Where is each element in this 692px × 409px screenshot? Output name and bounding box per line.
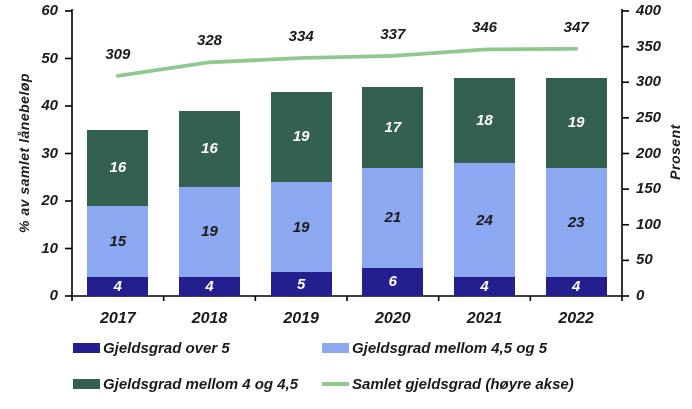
bar-segment-2019-series-1: 19 [270, 182, 332, 273]
legend-item-gjeldsgrad-over-5: Gjeldsgrad over 5 [73, 339, 230, 357]
bar-segment-value-label: 16 [109, 159, 127, 177]
bar-segment-value-label: 16 [201, 140, 218, 158]
left-axis-tick-label: 0 [49, 287, 58, 304]
bar-segment-value-label: 4 [113, 278, 122, 295]
right-axis-tick-label: 0 [636, 287, 645, 304]
bar-segment-value-label: 4 [480, 278, 489, 295]
x-axis-label-2022: 2022 [558, 310, 594, 327]
bar-segment-2017-series-2: 16 [87, 129, 149, 206]
bar-segment-2022-series-2: 19 [545, 77, 607, 168]
left-axis-tick-label: 30 [41, 144, 58, 162]
bar-segment-value-label: 15 [109, 232, 127, 250]
bar-segment-2020-series-1: 21 [362, 167, 424, 268]
bar-segment-value-label: 21 [384, 209, 402, 227]
x-axis-label-2019: 2019 [283, 310, 319, 327]
line-value-label: 328 [196, 32, 223, 50]
bar-segment-2020-series-2: 17 [362, 87, 424, 168]
legend-label: Gjeldsgrad over 5 [103, 339, 230, 357]
legend-item-gjeldsgrad-mellom-4-og-45: Gjeldsgrad mellom 4 og 4,5 [73, 375, 299, 393]
right-axis-tick-label: 150 [636, 180, 662, 198]
legend-item-gjeldsgrad-mellom-45-og-5: Gjeldsgrad mellom 4,5 og 5 [322, 339, 548, 357]
right-axis-tick-label: 400 [636, 2, 662, 19]
right-axis-tick-label: 200 [636, 144, 662, 162]
legend-swatch-light-blue [322, 343, 349, 353]
legend-label: Samlet gjeldsgrad (høyre akse) [352, 375, 574, 393]
x-axis-label-2021: 2021 [466, 310, 503, 327]
bar-segment-value-label: 24 [476, 211, 493, 229]
right-axis-tick-label: 50 [636, 251, 653, 269]
line-value-label: 347 [563, 18, 589, 36]
bar-segment-2018-series-2: 16 [179, 110, 240, 187]
bar-segment-2019-series-2: 19 [270, 91, 332, 182]
bar-segment-value-label: 19 [292, 128, 310, 146]
legend-item-samlet-gjeldsgrad: Samlet gjeldsgrad (høyre akse) [322, 375, 574, 393]
bar-segment-value-label: 19 [292, 218, 310, 236]
right-axis-tick-label: 250 [636, 108, 662, 126]
bar-segment-2018-series-0: 4 [179, 277, 240, 296]
bar-segment-value-label: 19 [567, 114, 585, 132]
bar-segment-value-label: 17 [384, 118, 402, 136]
line-value-label: 334 [288, 28, 314, 46]
bar-segment-2017-series-0: 4 [87, 277, 149, 296]
legend-label: Gjeldsgrad mellom 4 og 4,5 [103, 375, 299, 393]
left-axis-tick-label: 50 [41, 49, 58, 67]
bar-segment-2018-series-1: 19 [179, 186, 240, 277]
total-line [115, 46, 579, 78]
left-axis-tick-label: 20 [41, 192, 58, 209]
legend-swatch-dark-green [73, 379, 100, 389]
bar-segment-2021-series-1: 24 [454, 163, 515, 277]
bar-segment-2020-series-0: 6 [362, 267, 424, 296]
x-axis-label-2018: 2018 [191, 310, 228, 327]
bar-segment-2022-series-0: 4 [545, 277, 607, 296]
line-value-label: 346 [471, 19, 498, 37]
legend-swatch-dark-blue [73, 343, 100, 353]
bar-segment-2021-series-2: 18 [454, 77, 515, 163]
line-value-label: 337 [380, 25, 406, 43]
right-axis-tick-label: 350 [636, 37, 662, 55]
left-axis-tick-label: 40 [41, 97, 58, 114]
bar-segment-value-label: 4 [205, 278, 214, 295]
left-axis-tick-label: 60 [41, 2, 58, 19]
bar-segment-value-label: 6 [388, 273, 397, 291]
bar-segment-value-label: 19 [201, 223, 218, 241]
bar-segment-2021-series-0: 4 [454, 277, 515, 296]
bar-segment-value-label: 5 [296, 275, 306, 293]
bar-segment-2019-series-0: 5 [270, 272, 332, 296]
legend-label: Gjeldsgrad mellom 4,5 og 5 [352, 339, 548, 357]
bar-segment-2017-series-1: 15 [87, 205, 149, 277]
bar-segment-2022-series-1: 23 [545, 167, 607, 277]
bar-segment-value-label: 23 [567, 213, 585, 231]
left-axis-tick-label: 10 [41, 239, 58, 257]
legend-line-swatch-green [322, 382, 349, 386]
line-value-label: 309 [105, 45, 131, 63]
right-axis-tick-label: 300 [636, 73, 662, 91]
bar-segment-value-label: 4 [571, 278, 581, 295]
bar-segment-value-label: 18 [476, 111, 493, 129]
x-axis-label-2020: 2020 [375, 310, 411, 327]
right-axis-tick-label: 100 [636, 215, 662, 233]
x-axis-label-2017: 2017 [100, 310, 136, 327]
